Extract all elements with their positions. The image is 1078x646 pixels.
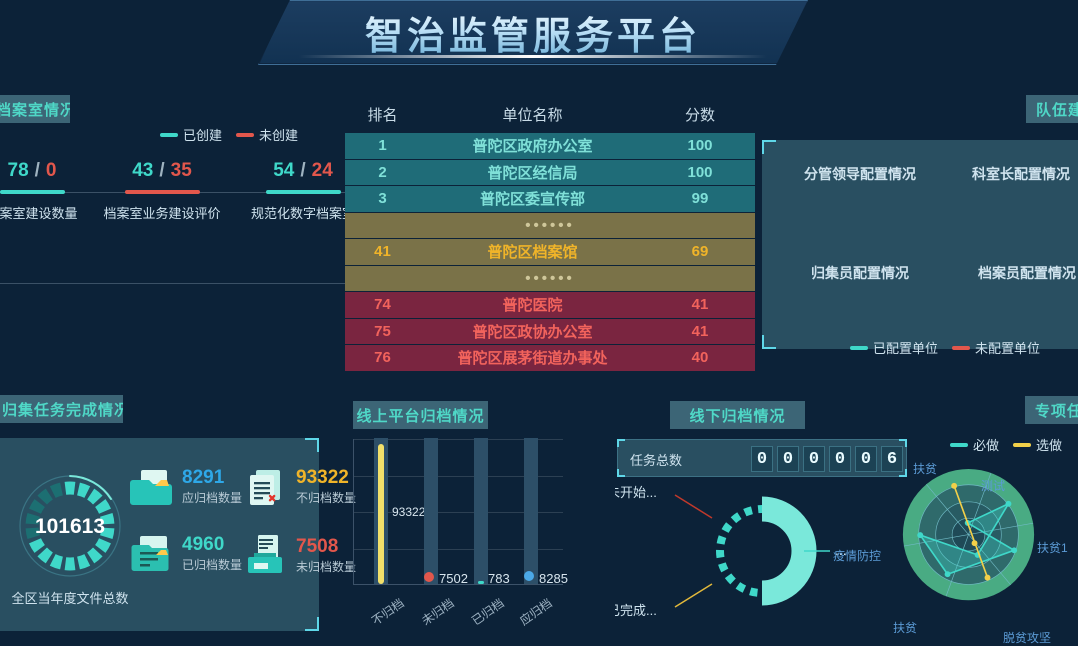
svg-text:未开始...: 未开始... xyxy=(615,485,657,500)
svg-text:101613: 101613 xyxy=(35,515,105,538)
svg-text:已完成...: 已完成... xyxy=(615,603,657,618)
